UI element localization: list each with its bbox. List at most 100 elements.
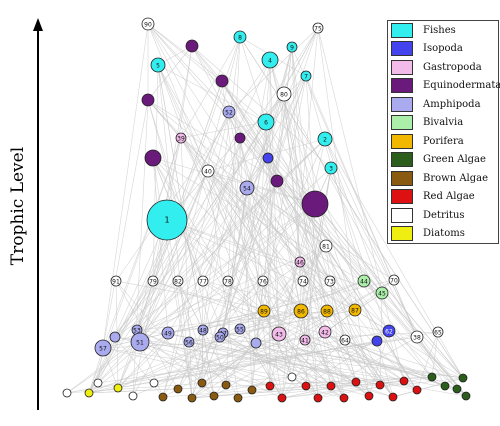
trophic-link: [117, 310, 302, 389]
trophic-link: [102, 310, 265, 349]
species-node: [149, 378, 159, 388]
species-node-87: 87: [348, 303, 362, 317]
trophic-link: [147, 23, 394, 398]
trophic-link: [265, 121, 418, 338]
species-node: [233, 393, 243, 403]
legend-swatch: [391, 170, 413, 186]
trophic-link: [305, 75, 418, 338]
species-node-39: 39: [175, 132, 187, 144]
trophic-link: [221, 80, 257, 344]
trophic-link: [281, 377, 464, 399]
trophic-link: [255, 342, 357, 383]
trophic-link: [302, 245, 327, 282]
species-node-49: 49: [161, 326, 175, 340]
species-node-56: 56: [183, 336, 195, 348]
node-circle: [161, 326, 175, 340]
species-node: [371, 335, 383, 347]
species-node: [351, 377, 361, 387]
species-node-44: 44: [357, 274, 371, 288]
trophic-link: [225, 261, 301, 386]
trophic-link: [177, 203, 316, 390]
species-node-46: 46: [294, 256, 306, 268]
trophic-link: [376, 340, 394, 398]
node-circle: [324, 161, 338, 175]
trophic-link: [147, 99, 304, 282]
node-label: 54: [243, 186, 251, 193]
species-node: [388, 392, 398, 402]
species-node: [412, 385, 422, 395]
node-circle: [271, 326, 287, 342]
trophic-link: [221, 80, 269, 159]
species-node-88: 88: [320, 304, 334, 318]
trophic-link: [227, 203, 316, 282]
node-label: 57: [99, 346, 107, 353]
trophic-link: [283, 93, 378, 342]
trophic-link: [152, 157, 316, 205]
species-node-52: 52: [222, 105, 236, 119]
trophic-link: [317, 381, 357, 399]
trophic-link: [305, 75, 316, 205]
trophic-link: [392, 377, 464, 398]
node-circle: [257, 304, 271, 318]
node-circle: [357, 274, 371, 288]
node-circle: [388, 274, 400, 286]
node-label: 81: [322, 244, 330, 251]
trophic-link: [267, 157, 433, 378]
trophic-link: [202, 280, 264, 331]
species-node: [440, 381, 450, 391]
legend-item: Bivalvia: [388, 114, 498, 133]
node-circle: [130, 332, 150, 352]
node-circle: [382, 324, 396, 338]
trophic-link: [239, 75, 307, 139]
trophic-link: [139, 341, 164, 398]
trophic-link: [188, 341, 394, 398]
node-circle: [318, 325, 332, 339]
trophic-link: [88, 111, 230, 394]
trophic-link: [152, 157, 193, 399]
species-node: [187, 393, 197, 403]
species-node: [185, 39, 199, 53]
node-label: 74: [299, 279, 307, 286]
node-label: 41: [301, 338, 309, 345]
species-node-70: 70: [388, 274, 400, 286]
trophic-link: [88, 280, 154, 394]
node-label: 1: [164, 216, 169, 225]
trophic-link: [147, 23, 223, 82]
trophic-link: [136, 329, 283, 399]
trophic-link: [66, 203, 316, 394]
trophic-link: [114, 203, 316, 338]
trophic-link: [88, 93, 285, 394]
species-node-89: 89: [257, 304, 271, 318]
trophic-link: [219, 336, 293, 378]
node-label: 38: [413, 335, 421, 342]
node-label: 43: [275, 332, 283, 339]
trophic-link: [302, 280, 332, 387]
legend-label: Green Algae: [423, 154, 486, 166]
species-node: [301, 381, 311, 391]
species-node-42: 42: [318, 325, 332, 339]
species-node: [109, 331, 121, 343]
node-circle: [222, 105, 236, 119]
trophic-link: [299, 261, 357, 383]
node-label: 6: [264, 120, 268, 127]
node-label: 39: [177, 136, 185, 143]
legend: Fishes Isopoda Gastropoda Equinodermata Amph…: [387, 20, 500, 244]
trophic-link: [246, 187, 395, 281]
trophic-link: [139, 27, 319, 343]
trophic-link: [136, 121, 267, 331]
trophic-links: [66, 23, 467, 399]
node-label: 79: [149, 279, 157, 286]
species-node: [144, 149, 162, 167]
species-node: [313, 393, 323, 403]
node-label: 40: [204, 169, 212, 176]
species-node-45: 45: [375, 286, 389, 300]
trophic-link: [191, 45, 223, 82]
trophic-link: [166, 219, 331, 282]
species-node: [265, 381, 275, 391]
node-circle: [294, 256, 306, 268]
trophic-link: [191, 380, 405, 399]
node-circle: [286, 41, 298, 53]
node-label: 77: [199, 279, 207, 286]
trophic-link: [102, 99, 149, 349]
